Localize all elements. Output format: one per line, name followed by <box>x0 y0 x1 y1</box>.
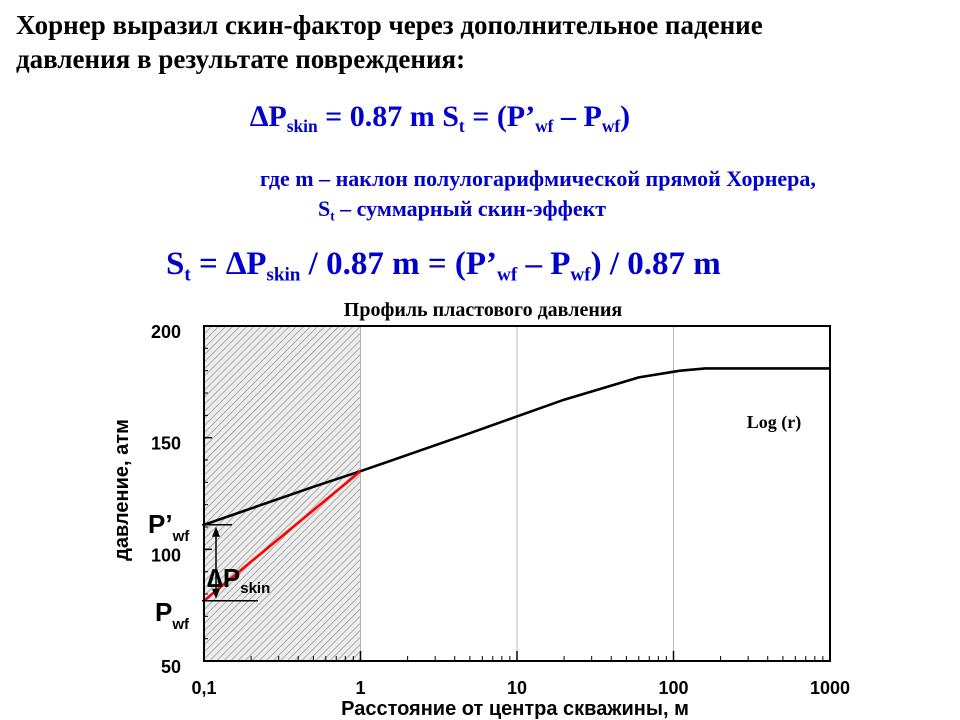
skin-pressure-formula: ∆Pskin = 0.87 m St = (P’wf – Pwf) <box>250 100 630 137</box>
y-tick-label: 100 <box>151 545 181 565</box>
formula2-p2-sub: wf <box>570 264 591 286</box>
x-tick-label: 0,1 <box>191 678 216 698</box>
skin-pressure-line <box>203 470 362 602</box>
pwf-prime-label: P’wf <box>148 509 190 545</box>
formula1-close: ) <box>620 100 631 133</box>
grid-lines <box>360 326 674 661</box>
y-tick-label: 50 <box>161 657 181 677</box>
formula2-p1-sub: wf <box>497 264 518 286</box>
formula1-minus: – P <box>553 100 602 133</box>
formula2-div2: ) / 0.87 m <box>590 246 721 282</box>
intro-line-2: давления в результате повреждения: <box>16 44 466 74</box>
formula2-s: S <box>166 246 185 282</box>
formula2-div1: / 0.87 m = (P’ <box>300 246 498 282</box>
where-line-1: где m – наклон полулогарифмической прямо… <box>260 166 816 191</box>
x-tick-label: 10 <box>507 678 527 698</box>
where-rest: – суммарный скин-эффект <box>334 196 607 221</box>
intro-text: Хорнер выразил скин-фактор через дополни… <box>16 8 946 76</box>
delta-p-skin-label: ∆Pskin <box>207 563 270 597</box>
formula2-s-sub: t <box>184 264 191 286</box>
x-axis-label: Расстояние от центра скважины, м <box>341 698 689 720</box>
where-explanation: где m – наклон полулогарифмической прямо… <box>260 164 816 232</box>
delta-p-marker <box>202 524 258 602</box>
where-line-2: St – суммарный скин-эффект <box>260 194 816 232</box>
arrow-up-icon <box>212 526 220 537</box>
where-s-sub: t <box>330 208 335 224</box>
damaged-zone-hatch <box>204 326 361 661</box>
formula1-p2-sub: wf <box>601 116 621 137</box>
x-tick-label: 1000 <box>810 678 850 698</box>
x-tick-label: 100 <box>658 678 688 698</box>
formula1-lhs: ∆P <box>250 100 287 133</box>
formula1-p1-sub: wf <box>535 116 554 137</box>
y-tick-label: 150 <box>151 434 181 454</box>
log-r-label: Log (r) <box>747 412 801 433</box>
where-s: S <box>318 196 331 221</box>
formula2-skin-sub: skin <box>266 264 301 286</box>
main-pressure-line <box>203 367 830 527</box>
chart-title: Профиль пластового давления <box>344 299 623 321</box>
formula1-mid-sub: t <box>458 116 465 137</box>
intro-line-1: Хорнер выразил скин-фактор через дополни… <box>16 10 763 40</box>
axis-ticks: 0,1 1 10 100 1000 50 100 150 200 <box>151 322 850 698</box>
formula2-eq1: = ∆P <box>190 246 267 282</box>
y-tick-label: 200 <box>151 322 181 342</box>
skin-factor-formula: St = ∆Pskin / 0.87 m = (P’wf – Pwf) / 0.… <box>166 246 721 287</box>
y-axis-label: давление, атм <box>111 419 133 561</box>
formula1-mid: = 0.87 m S <box>317 100 459 133</box>
formula2-minus: – P <box>517 246 571 282</box>
pwf-label: Pwf <box>155 597 190 633</box>
formula1-eq: = (P’ <box>464 100 536 133</box>
formula1-lhs-sub: skin <box>286 116 318 137</box>
arrow-down-icon <box>212 588 220 599</box>
x-tick-label: 1 <box>355 678 365 698</box>
